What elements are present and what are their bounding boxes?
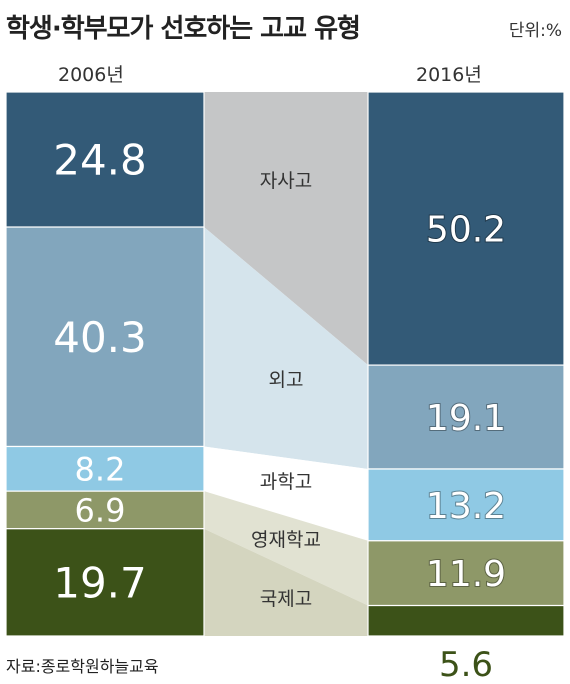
- category-label-4: 영재학교: [251, 529, 321, 551]
- category-label-2: 외고: [269, 369, 304, 391]
- unit-label: 단위:%: [508, 21, 562, 41]
- bar-2006-segment-5: [5, 528, 205, 637]
- value-label-2016-2: 19.1: [426, 398, 506, 439]
- connector-band-5: [204, 528, 368, 636]
- value-label-2016-4: 11.9: [426, 554, 506, 595]
- bar-2016-segment-4: [367, 540, 565, 607]
- bar-2006-segment-1: [5, 91, 205, 228]
- value-label-2006-2: 40.3: [53, 313, 147, 362]
- category-label-5: 국제고: [260, 588, 312, 610]
- year-label-2016: 2016년: [416, 64, 482, 86]
- connector-band-3: [204, 446, 368, 541]
- source-note: 자료:종로학원하늘교육: [6, 657, 159, 676]
- value-label-2016-5: 5.6: [439, 645, 493, 684]
- value-label-2006-4: 6.9: [75, 491, 126, 529]
- bar-2016-segment-5: [367, 604, 565, 637]
- bar-2006-segment-4: [5, 490, 205, 530]
- value-label-2006-5: 19.7: [53, 558, 147, 607]
- bar-2016-segment-3: [367, 468, 565, 542]
- value-label-2006-1: 24.8: [53, 136, 147, 185]
- connector-band-1: [204, 92, 368, 366]
- bar-2016-segment-2: [367, 364, 565, 470]
- category-label-1: 자사고: [260, 170, 312, 192]
- year-label-2006: 2006년: [58, 64, 124, 86]
- category-label-3: 과학고: [260, 471, 312, 493]
- value-label-2016-1: 50.2: [426, 210, 506, 251]
- connector-band-2: [204, 227, 368, 469]
- value-label-2006-3: 8.2: [75, 450, 126, 488]
- value-label-2016-3: 13.2: [426, 486, 506, 527]
- connector-band-4: [204, 491, 368, 606]
- bar-2016-segment-1: [367, 91, 565, 366]
- chart-title: 학생·학부모가 선호하는 고교 유형: [6, 14, 361, 44]
- bar-2006-segment-3: [5, 445, 205, 492]
